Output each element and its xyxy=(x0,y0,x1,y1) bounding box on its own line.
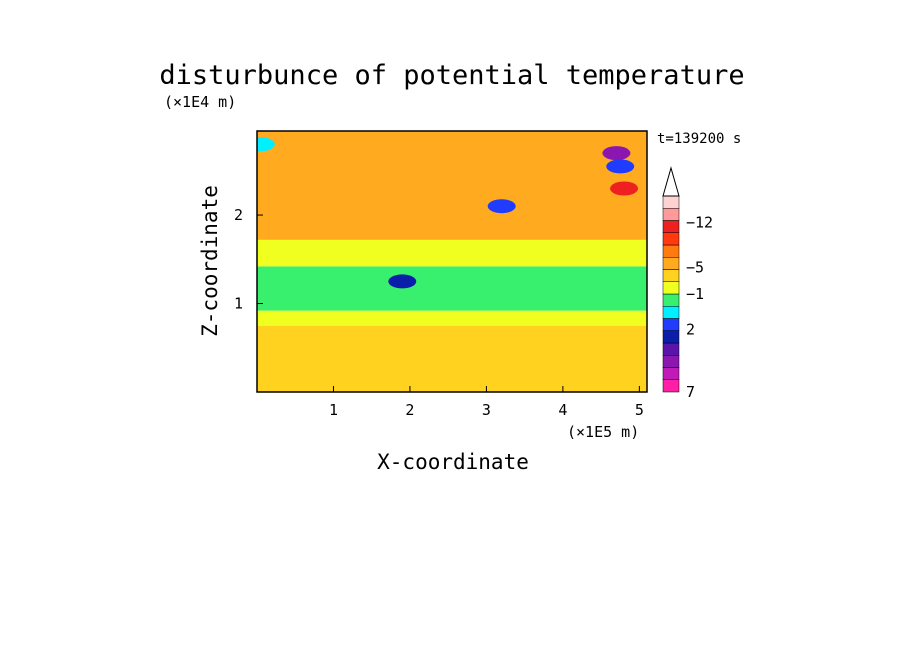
colorbar-label-4: −12 xyxy=(686,214,713,232)
colorbar-swatch-12 xyxy=(662,232,680,246)
colorbar-swatch-1 xyxy=(662,367,680,380)
contour-feature-2 xyxy=(602,146,631,161)
contour-feature-0 xyxy=(388,274,417,289)
contour-band-1 xyxy=(257,310,647,326)
x-axis-label: X-coordinate xyxy=(377,450,529,474)
contour-band-0 xyxy=(257,325,647,392)
colorbar-swatch-7 xyxy=(662,293,680,307)
contour-band-3 xyxy=(257,239,647,267)
colorbar-swatch-14 xyxy=(662,208,680,221)
x-tick-label-1: 2 xyxy=(405,401,414,419)
plot-frame xyxy=(256,130,648,393)
y-axis-unit: (×1E4 m) xyxy=(164,93,236,111)
colorbar-label-0: 7 xyxy=(686,383,695,401)
colorbar-swatch-11 xyxy=(662,244,680,258)
colorbar: 7 2 −1 −5 −12 xyxy=(662,166,713,401)
colorbar-swatch-15 xyxy=(662,195,680,209)
colorbar-swatch-2 xyxy=(662,355,680,368)
contour-features xyxy=(257,137,639,289)
x-tick-label-3: 4 xyxy=(558,401,567,419)
contour-feature-5 xyxy=(257,137,275,152)
chart-title: disturbunce of potential temperature xyxy=(159,60,744,91)
colorbar-swatch-4 xyxy=(662,330,680,344)
contour-band-4 xyxy=(257,131,647,240)
x-axis-unit: (×1E5 m) xyxy=(567,423,639,441)
contour-band-2 xyxy=(257,266,647,311)
colorbar-swatch-6 xyxy=(662,306,680,319)
x-tick-label-4: 5 xyxy=(635,401,644,419)
colorbar-swatch-13 xyxy=(662,220,680,233)
y-axis-ticks: 12 xyxy=(234,206,263,313)
contour-feature-3 xyxy=(610,181,639,196)
y-tick-label-0: 1 xyxy=(234,295,243,313)
colorbar-label-3: −5 xyxy=(686,258,704,276)
time-label: t=139200 s xyxy=(657,131,741,147)
colorbar-swatch-9 xyxy=(662,269,680,282)
contour-feature-4 xyxy=(606,159,635,174)
colorbar-swatch-10 xyxy=(662,257,680,270)
colorbar-label-2: −1 xyxy=(686,285,704,303)
colorbar-swatch-3 xyxy=(662,342,680,356)
y-axis-label: Z-coordinate xyxy=(198,185,222,337)
y-tick-label-1: 2 xyxy=(234,206,243,224)
colorbar-extend-arrow xyxy=(662,166,680,197)
colorbar-swatch-8 xyxy=(662,281,680,295)
colorbar-swatch-5 xyxy=(662,318,680,331)
colorbar-swatch-0 xyxy=(662,379,680,393)
contour-feature-1 xyxy=(487,199,516,214)
x-tick-label-0: 1 xyxy=(329,401,338,419)
contour-plot xyxy=(257,131,647,392)
colorbar-label-1: 2 xyxy=(686,321,695,339)
contour-bands xyxy=(257,131,647,392)
x-tick-label-2: 3 xyxy=(482,401,491,419)
x-axis-ticks: 1 2 3 4 5 xyxy=(329,386,644,419)
